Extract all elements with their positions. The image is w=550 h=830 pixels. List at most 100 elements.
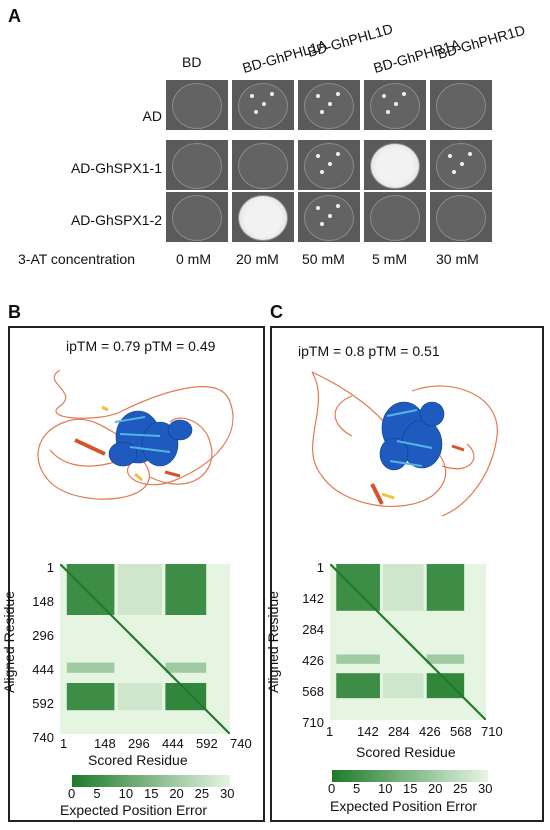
- yeast-spot-cell: [364, 192, 426, 242]
- yeast-colony: [238, 143, 288, 189]
- panel-b-colorbar-tick: 30: [220, 786, 235, 801]
- colony-dot: [448, 154, 452, 158]
- pae-block: [117, 564, 162, 615]
- pae-heatmap-svg: [59, 563, 231, 735]
- pae-diagonal: [329, 563, 487, 721]
- pae-block: [336, 654, 380, 664]
- yeast-colony: [370, 195, 420, 241]
- yeast-colony: [436, 143, 486, 189]
- panel-b-colorbar-tick: 25: [194, 786, 210, 801]
- colony-dot: [336, 152, 340, 156]
- panel-b-y-tick: 1: [46, 560, 54, 575]
- pae-diagonal: [59, 563, 231, 735]
- panel-c-x-tick: 284: [388, 724, 410, 739]
- pae-block: [66, 564, 115, 615]
- pae-block: [117, 683, 162, 711]
- panel-b-y-tick: 592: [32, 696, 54, 711]
- yeast-colony: [304, 195, 354, 241]
- panel-b-x-tick: 296: [128, 736, 150, 751]
- yeast-spot-cell: [298, 140, 360, 190]
- panel-c-structure: [311, 371, 498, 517]
- yeast-colony: [238, 83, 288, 129]
- panel-c-y-tick: 142: [302, 591, 324, 606]
- panel-c-colorbar-tick: 5: [353, 781, 361, 796]
- panel-c-x-tick: 142: [357, 724, 379, 739]
- conc-phl1d: 50 mM: [302, 251, 345, 267]
- yeast-spot-cell: [364, 140, 426, 190]
- yeast-spot-cell: [430, 80, 492, 130]
- yeast-spot-cell: [298, 80, 360, 130]
- panel-c-colorbar-tick: 30: [478, 781, 493, 796]
- yeast-colony: [370, 143, 420, 189]
- yeast-colony: [436, 195, 486, 241]
- yeast-spot-cell: [232, 192, 294, 242]
- colony-dot: [316, 206, 320, 210]
- yeast-colony: [436, 83, 486, 129]
- pae-block: [426, 564, 465, 611]
- yeast-spot-cell: [430, 140, 492, 190]
- yeast-spot-cell: [364, 80, 426, 130]
- panel-a-letter: A: [8, 6, 21, 26]
- panel-c-y-tick: 568: [302, 684, 324, 699]
- panel-c-xlabel: Scored Residue: [356, 744, 456, 760]
- colony-dot: [250, 94, 254, 98]
- row-label-ad: AD: [142, 108, 162, 124]
- panel-b-letter: B: [8, 302, 21, 322]
- pae-block: [426, 673, 465, 699]
- colony-dot: [452, 170, 456, 174]
- colony-dot: [386, 110, 390, 114]
- yeast-colony: [172, 143, 222, 189]
- panel-b-colorbar: [72, 775, 230, 787]
- colony-dot: [316, 154, 320, 158]
- pae-block: [426, 654, 465, 664]
- conc-phl1a: 20 mM: [236, 251, 279, 267]
- yeast-spot-cell: [430, 192, 492, 242]
- pae-block: [165, 564, 207, 615]
- panel-b-colorbar-tick: 0: [68, 786, 76, 801]
- conc-bd: 0 mM: [176, 251, 211, 267]
- panel-c-y-tick: 426: [302, 653, 324, 668]
- panel-c-colorbar-tick: 20: [428, 781, 443, 796]
- colony-dot: [328, 162, 332, 166]
- panel-b-y-tick: 148: [32, 594, 54, 609]
- colony-dot: [402, 92, 406, 96]
- col-header-phl1d: BD-GhPHL1D: [305, 20, 395, 60]
- concentration-label: 3-AT concentration: [18, 251, 135, 267]
- yeast-colony: [304, 83, 354, 129]
- row-label-spx1-2: AD-GhSPX1-2: [70, 212, 162, 228]
- panel-b-colorbar-tick: 10: [118, 786, 134, 801]
- panel-b-x-tick: 592: [196, 736, 218, 751]
- colony-dot: [336, 204, 340, 208]
- panel-c-colorbar-tick: 25: [453, 781, 468, 796]
- colony-dot: [270, 92, 274, 96]
- pae-block: [66, 662, 115, 673]
- panel-b-structure: [37, 369, 234, 500]
- colony-dot: [382, 94, 386, 98]
- panel-b-x-tick: 444: [162, 736, 184, 751]
- panel-c-y-tick: 284: [302, 622, 324, 637]
- panel-b-pae-heatmap: [59, 563, 231, 735]
- panel-b-x-tick: 1: [60, 736, 68, 751]
- colony-dot: [336, 92, 340, 96]
- yeast-spot-cell: [166, 80, 228, 130]
- panel-c-y-tick: 710: [302, 715, 324, 730]
- colony-dot: [320, 170, 324, 174]
- panel-c-metric: ipTM = 0.8 pTM = 0.51: [298, 343, 440, 359]
- panel-b-y-tick: 296: [32, 628, 54, 643]
- yeast-colony: [172, 83, 222, 129]
- panel-b-xlabel: Scored Residue: [88, 752, 188, 768]
- pae-block: [336, 564, 380, 611]
- colony-dot: [320, 110, 324, 114]
- yeast-spot-cell: [298, 192, 360, 242]
- panel-c-ylabel: Aligned Residue: [264, 591, 281, 693]
- panel-c-x-tick: 1: [326, 724, 334, 739]
- colony-dot: [254, 110, 258, 114]
- colony-dot: [394, 102, 398, 106]
- panel-c-colorbar-tick: 15: [403, 781, 418, 796]
- pae-block: [336, 673, 380, 699]
- pae-heatmap-svg: [329, 563, 487, 721]
- panel-b-y-tick: 444: [32, 662, 54, 677]
- panel-c-pae-heatmap: [329, 563, 487, 721]
- col-header-phr1d: BD-GhPHR1D: [435, 21, 527, 62]
- panel-b-x-tick: 740: [230, 736, 252, 751]
